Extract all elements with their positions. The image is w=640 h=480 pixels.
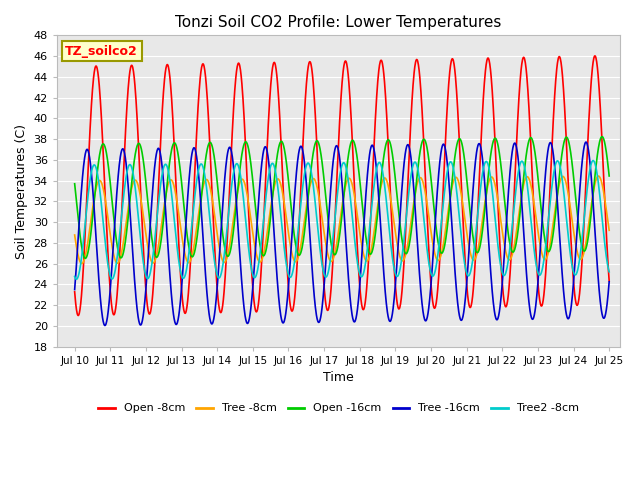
Tree2 -8cm bbox=[605, 269, 613, 275]
Tree -16cm bbox=[134, 314, 142, 320]
Line: Open -8cm: Open -8cm bbox=[75, 56, 609, 315]
Open -16cm bbox=[319, 163, 326, 168]
Tree -8cm bbox=[375, 193, 383, 199]
Y-axis label: Soil Temperatures (C): Soil Temperatures (C) bbox=[15, 123, 28, 259]
Tree -16cm bbox=[375, 201, 383, 207]
Tree2 -8cm bbox=[589, 157, 597, 163]
Title: Tonzi Soil CO2 Profile: Lower Temperatures: Tonzi Soil CO2 Profile: Lower Temperatur… bbox=[175, 15, 502, 30]
Open -8cm bbox=[605, 278, 613, 284]
Tree2 -8cm bbox=[134, 212, 142, 218]
Tree -16cm bbox=[71, 287, 79, 292]
Open -8cm bbox=[591, 53, 599, 59]
Open -8cm bbox=[134, 135, 142, 141]
Tree -8cm bbox=[595, 173, 602, 179]
Tree2 -8cm bbox=[113, 260, 120, 266]
Open -8cm bbox=[74, 312, 82, 318]
Open -8cm bbox=[375, 65, 383, 71]
Tree -16cm bbox=[309, 276, 317, 282]
Tree -16cm bbox=[605, 279, 613, 285]
Open -16cm bbox=[605, 173, 613, 179]
Tree -8cm bbox=[605, 228, 613, 233]
Tree -16cm bbox=[113, 196, 120, 202]
Tree -8cm bbox=[78, 261, 86, 266]
Line: Tree -16cm: Tree -16cm bbox=[75, 142, 609, 325]
Open -16cm bbox=[309, 152, 317, 158]
Tree -8cm bbox=[298, 236, 306, 242]
Open -16cm bbox=[71, 181, 79, 187]
Tree2 -8cm bbox=[319, 264, 326, 270]
Text: TZ_soilco2: TZ_soilco2 bbox=[65, 45, 138, 58]
Open -8cm bbox=[298, 165, 306, 170]
X-axis label: Time: Time bbox=[323, 372, 354, 384]
Tree2 -8cm bbox=[375, 159, 383, 165]
Open -8cm bbox=[113, 300, 120, 305]
Legend: Open -8cm, Tree -8cm, Open -16cm, Tree -16cm, Tree2 -8cm: Open -8cm, Tree -8cm, Open -16cm, Tree -… bbox=[93, 399, 583, 418]
Line: Tree2 -8cm: Tree2 -8cm bbox=[75, 160, 609, 279]
Open -16cm bbox=[113, 237, 120, 243]
Open -16cm bbox=[598, 134, 606, 140]
Tree2 -8cm bbox=[72, 276, 80, 282]
Tree2 -8cm bbox=[298, 192, 306, 197]
Line: Tree -8cm: Tree -8cm bbox=[75, 176, 609, 264]
Open -8cm bbox=[71, 289, 79, 295]
Open -16cm bbox=[298, 246, 306, 252]
Tree -8cm bbox=[319, 218, 326, 224]
Tree2 -8cm bbox=[71, 274, 79, 279]
Tree -8cm bbox=[309, 176, 317, 181]
Tree2 -8cm bbox=[309, 180, 317, 185]
Tree -8cm bbox=[113, 260, 120, 265]
Tree -16cm bbox=[582, 139, 590, 145]
Tree -16cm bbox=[298, 144, 306, 150]
Tree -16cm bbox=[101, 323, 109, 328]
Open -16cm bbox=[134, 141, 142, 147]
Open -16cm bbox=[81, 255, 89, 261]
Open -8cm bbox=[309, 76, 317, 82]
Open -16cm bbox=[375, 196, 383, 202]
Tree -16cm bbox=[319, 301, 326, 307]
Open -8cm bbox=[319, 259, 326, 265]
Line: Open -16cm: Open -16cm bbox=[75, 137, 609, 258]
Tree -8cm bbox=[134, 182, 142, 188]
Tree -8cm bbox=[71, 232, 79, 238]
